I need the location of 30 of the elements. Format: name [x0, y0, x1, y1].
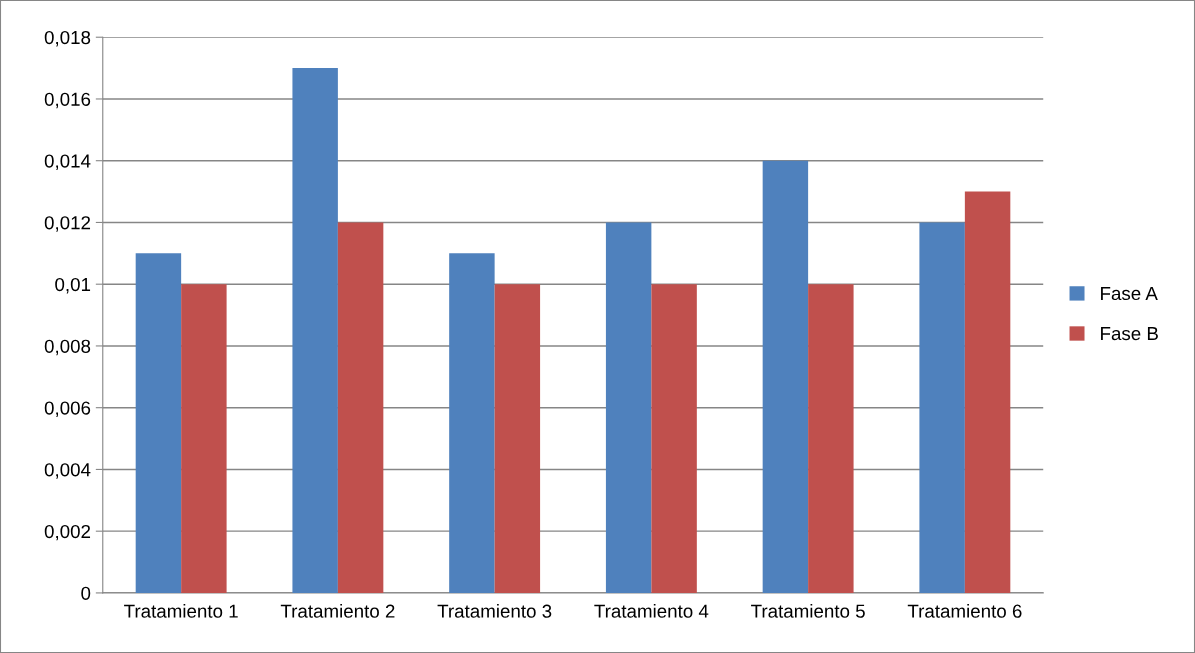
- y-tick-label: 0,016: [44, 92, 91, 109]
- x-tick-label: Tratamiento 1: [124, 604, 238, 618]
- bar: [762, 160, 809, 593]
- bar: [337, 222, 384, 593]
- bar: [964, 191, 1011, 593]
- bar: [135, 253, 182, 593]
- x-tick-label: Tratamiento 3: [437, 604, 552, 618]
- y-tick-label: 0,006: [44, 401, 91, 417]
- bar: [181, 284, 227, 593]
- bar: [808, 284, 854, 593]
- y-tick-label: 0,004: [44, 463, 91, 479]
- y-tick-label: 0,018: [44, 30, 91, 47]
- y-tick-label: 0,012: [44, 216, 91, 232]
- y-tick-label: 0,008: [44, 339, 91, 356]
- bar: [605, 222, 652, 593]
- bar: [651, 284, 697, 593]
- y-tick-label: 0,002: [44, 524, 91, 541]
- x-tick-label: Tratamiento 4: [594, 604, 709, 618]
- y-tick-label: 0,014: [44, 154, 91, 170]
- legend-label: Fase A: [1101, 287, 1158, 301]
- y-tick-label: 0,01: [55, 277, 91, 294]
- x-tick-label: Tratamiento 5: [751, 604, 865, 618]
- bar: [494, 284, 541, 593]
- legend-label: Fase B: [1101, 327, 1158, 341]
- bar: [292, 68, 338, 593]
- bar: [919, 222, 965, 593]
- y-tick-label: 0: [81, 586, 91, 600]
- x-tick-label: Tratamiento 2: [280, 604, 395, 618]
- bar: [449, 253, 495, 593]
- x-tick-label: Tratamiento 6: [907, 604, 1022, 618]
